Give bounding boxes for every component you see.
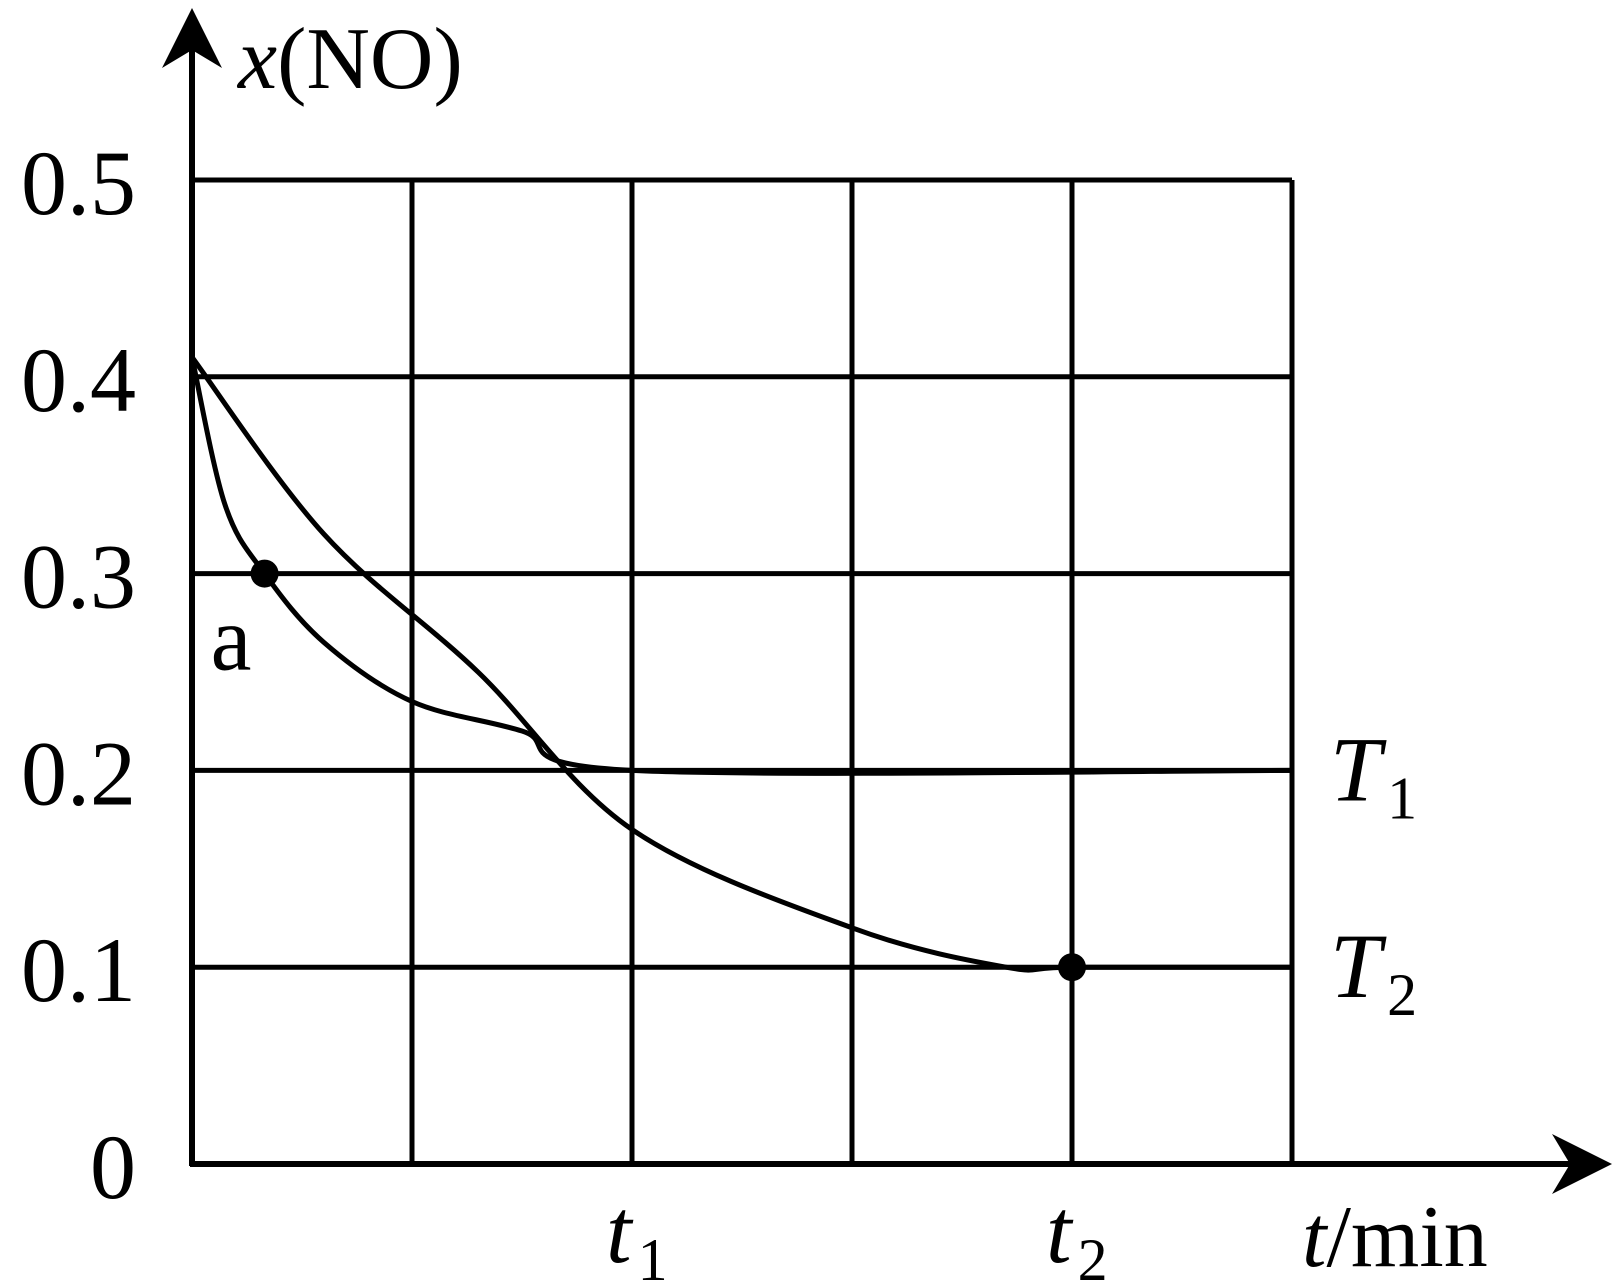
series-layer <box>189 355 1293 973</box>
data-point-marker <box>250 559 279 588</box>
series-labels: T 1 T 2 <box>1330 718 1417 1028</box>
marker-layer: a <box>211 559 1086 982</box>
y-tick-label: 0.2 <box>21 722 136 824</box>
y-axis-title: x(NO) <box>236 11 463 108</box>
y-tick-label: 0 <box>90 1116 136 1218</box>
point-label: a <box>211 588 252 690</box>
series-line-1 <box>189 356 1293 776</box>
y-tick-label: 0.1 <box>21 919 136 1021</box>
y-tick-label: 0.3 <box>21 526 136 628</box>
grid <box>192 177 1295 1164</box>
y-tick-label: 0.4 <box>21 329 136 431</box>
y-tick-labels: 0 0.1 0.2 0.3 0.4 0.5 <box>21 132 136 1218</box>
data-point-marker <box>1058 953 1086 982</box>
series-line-2 <box>189 355 1292 973</box>
y-tick-label: 0.5 <box>21 132 136 234</box>
x-axis-title: t/min <box>1302 1189 1488 1284</box>
